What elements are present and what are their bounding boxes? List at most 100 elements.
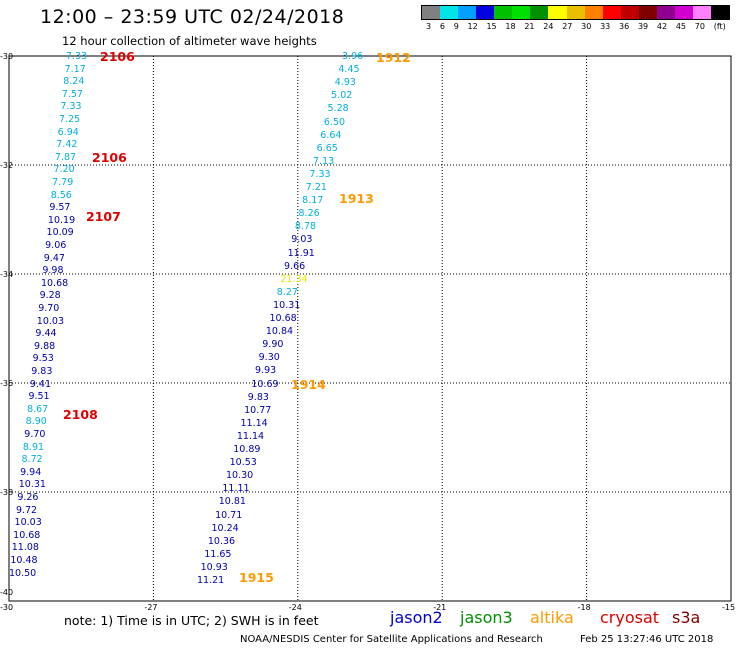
color-swatch bbox=[656, 6, 675, 19]
wave-height-label: 3.96 bbox=[342, 51, 364, 62]
lon-tick-label: -27 bbox=[144, 603, 158, 612]
wave-height-label: 7.57 bbox=[61, 88, 83, 100]
color-scale-label: 27 bbox=[562, 22, 573, 31]
wave-height-label: 10.84 bbox=[265, 326, 294, 338]
color-scale-label: 21 bbox=[524, 22, 535, 31]
color-swatch bbox=[674, 6, 693, 19]
wave-height-label: 9.57 bbox=[49, 202, 71, 214]
rev-number-label: 1914 bbox=[291, 377, 326, 392]
color-swatch bbox=[458, 6, 477, 19]
wave-height-label: 11.11 bbox=[222, 483, 250, 495]
color-scale-label: 24 bbox=[543, 22, 554, 31]
wave-height-label: 8.67 bbox=[27, 403, 49, 415]
wave-height-label: 11.14 bbox=[240, 417, 268, 429]
satellite-name-cryosat: cryosat bbox=[600, 608, 660, 627]
rev-number-label: 2106 bbox=[92, 150, 127, 165]
wave-height-label: 8.90 bbox=[25, 416, 47, 428]
wave-height-label: 11.91 bbox=[287, 247, 315, 259]
satellite-name-jason3: jason3 bbox=[460, 608, 513, 627]
wave-height-label: 10.50 bbox=[9, 567, 37, 579]
color-scale-label: 12 bbox=[467, 22, 478, 31]
wave-height-label: 6.65 bbox=[316, 142, 338, 154]
color-swatch bbox=[494, 6, 513, 19]
satellite-name-jason2: jason2 bbox=[390, 608, 443, 627]
color-scale-bar bbox=[421, 5, 730, 20]
color-scale-label: 42 bbox=[656, 22, 668, 31]
wave-height-label: 9.83 bbox=[247, 391, 269, 403]
color-swatch bbox=[602, 6, 621, 19]
color-scale-label: (ft) bbox=[713, 22, 726, 31]
wave-height-label: 11.65 bbox=[204, 548, 232, 560]
wave-height-label: 9.44 bbox=[35, 328, 57, 340]
wave-height-label: 6.94 bbox=[57, 126, 79, 138]
wave-height-label: 4.45 bbox=[338, 64, 360, 76]
wave-height-label: 7.87 bbox=[54, 151, 77, 163]
color-swatch bbox=[422, 6, 441, 19]
wave-height-label: 10.81 bbox=[218, 496, 246, 508]
color-scale-label: 39 bbox=[637, 22, 649, 31]
wave-height-label: 9.26 bbox=[17, 492, 39, 503]
lat-tick-label: -38 bbox=[0, 488, 14, 497]
wave-height-label: 8.17 bbox=[302, 195, 324, 207]
color-swatch bbox=[638, 6, 657, 19]
wave-height-label: 8.24 bbox=[63, 76, 85, 88]
wave-height-label: 9.66 bbox=[284, 260, 306, 272]
wave-height-label: 9.83 bbox=[31, 366, 53, 377]
rev-number-label: 2108 bbox=[63, 407, 98, 422]
color-scale-label: 30 bbox=[581, 22, 592, 31]
wave-height-label: 9.28 bbox=[39, 290, 61, 302]
wave-height-label: 10.09 bbox=[46, 227, 74, 239]
wave-height-label: 9.94 bbox=[20, 466, 42, 478]
color-swatch bbox=[566, 6, 585, 19]
color-swatch bbox=[440, 6, 459, 19]
credit-text: NOAA/NESDIS Center for Satellite Applica… bbox=[240, 634, 543, 645]
map-title: 12:00 – 23:59 UTC 02/24/2018 bbox=[40, 6, 345, 28]
wave-height-label: 6.50 bbox=[323, 116, 346, 128]
wave-height-label: 9.93 bbox=[255, 365, 277, 377]
lat-tick-label: -32 bbox=[0, 161, 14, 170]
wave-height-label: 9.03 bbox=[291, 234, 313, 246]
footer-note: note: 1) Time is in UTC; 2) SWH is in fe… bbox=[64, 613, 319, 628]
color-swatch bbox=[692, 6, 711, 19]
lon-tick-label: -18 bbox=[577, 603, 591, 612]
wave-height-label: 7.17 bbox=[64, 63, 86, 75]
wave-height-label: 8.56 bbox=[50, 189, 72, 201]
map-subtitle: 12 hour collection of altimeter wave hei… bbox=[62, 34, 317, 48]
wave-height-label: 10.03 bbox=[14, 517, 42, 529]
wave-height-label: 8.27 bbox=[276, 286, 298, 298]
color-scale-label: 15 bbox=[486, 22, 497, 31]
wave-height-label: 10.53 bbox=[229, 457, 257, 469]
color-scale-label: 3 bbox=[426, 22, 432, 31]
wave-height-label: 9.06 bbox=[45, 240, 67, 251]
color-scale-label: 70 bbox=[694, 22, 705, 31]
wave-height-label: 9.41 bbox=[29, 378, 51, 390]
wave-height-label: 9.70 bbox=[24, 429, 46, 440]
rev-number-label: 1912 bbox=[376, 50, 411, 65]
wave-height-label: 5.02 bbox=[331, 90, 353, 102]
wave-height-label: 7.79 bbox=[52, 177, 74, 188]
wave-height-label: 7.33 bbox=[66, 51, 88, 62]
wave-height-label: 10.03 bbox=[36, 315, 64, 327]
rev-number-label: 2106 bbox=[100, 49, 135, 64]
wave-height-label: 10.89 bbox=[233, 444, 261, 455]
wave-height-label: 11.14 bbox=[236, 430, 265, 442]
wave-height-label: 10.71 bbox=[215, 509, 243, 521]
wave-height-label: 9.47 bbox=[43, 252, 65, 264]
wave-height-label: 10.31 bbox=[18, 479, 46, 491]
color-swatch bbox=[476, 6, 495, 19]
color-scale-labels: 3 6 9 12 15 18 21 24 27 30 33 36 39 42 45 70 (ft) bbox=[426, 22, 726, 31]
wave-height-label: 9.53 bbox=[32, 353, 54, 365]
wave-height-label: 9.90 bbox=[262, 339, 284, 351]
wave-height-label: 9.88 bbox=[34, 340, 56, 352]
color-swatch bbox=[584, 6, 603, 19]
color-swatch bbox=[512, 6, 531, 19]
wave-height-label: 10.93 bbox=[200, 561, 228, 573]
wave-height-label: 10.68 bbox=[13, 529, 41, 541]
wave-height-label: 21.34 bbox=[280, 273, 308, 285]
wave-height-label: 7.20 bbox=[53, 164, 75, 176]
color-swatch bbox=[620, 6, 639, 19]
wave-height-label: 11.21 bbox=[197, 575, 225, 586]
rev-number-label: 1913 bbox=[339, 191, 374, 206]
timestamp: Feb 25 13:27:46 UTC 2018 bbox=[580, 634, 714, 645]
